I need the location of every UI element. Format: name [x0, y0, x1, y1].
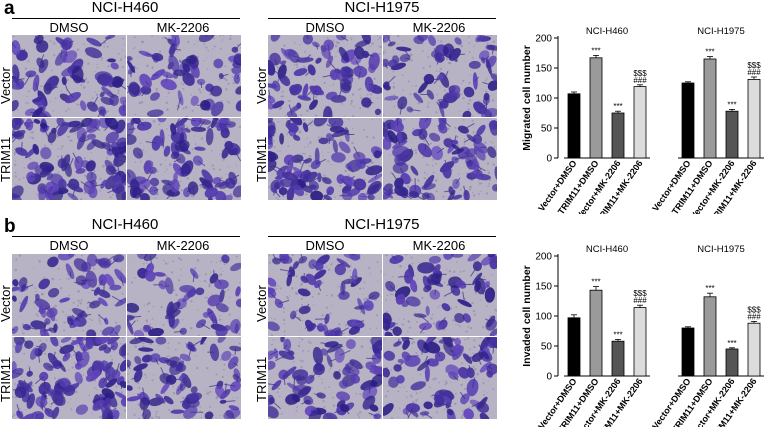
y-tick-label: 100: [535, 312, 552, 323]
group-title: NCI-H460: [586, 244, 628, 255]
significance-mark: ***: [613, 102, 622, 111]
micrograph: [12, 118, 126, 200]
bar: [682, 83, 694, 158]
cell-line-title: NCI-H460: [5, 0, 245, 16]
micrograph: [383, 254, 497, 336]
micrograph: [127, 118, 241, 200]
title-underline: [12, 18, 240, 19]
treatment-label: DMSO: [12, 20, 126, 35]
micrograph: [12, 35, 126, 117]
significance-mark: ***: [727, 339, 736, 348]
bar: [568, 318, 580, 376]
micrograph: [268, 337, 382, 419]
bar: [612, 341, 624, 376]
migration-bar-chart: Migrated cell number 0 50 100 150 200 NCI-H460…: [520, 22, 778, 214]
row-label: Vector: [254, 67, 269, 104]
cell-line-title: NCI-H1975: [262, 0, 502, 16]
bar: [634, 308, 646, 376]
bar: [704, 297, 716, 376]
title-underline: [268, 18, 496, 19]
bar: [590, 290, 602, 376]
significance-mark: ***: [705, 284, 714, 293]
group-title: NCI-H1975: [697, 244, 745, 255]
group-title: NCI-H1975: [697, 26, 745, 37]
significance-mark: ###: [747, 312, 761, 321]
significance-mark: ###: [747, 68, 761, 77]
micrograph: [127, 337, 241, 419]
micrograph: [12, 337, 126, 419]
bar: [748, 323, 760, 376]
y-tick-label: 200: [535, 252, 552, 263]
micrograph: [383, 35, 497, 117]
y-tick-label: 200: [535, 34, 552, 45]
y-tick-label: 100: [535, 94, 552, 105]
y-tick-label: 150: [535, 64, 552, 75]
y-tick-label: 0: [546, 154, 552, 165]
micrograph: [12, 254, 126, 336]
bar: [704, 59, 716, 158]
cell-line-title: NCI-H1975: [262, 216, 502, 233]
micrograph: [383, 337, 497, 419]
bar: [612, 113, 624, 158]
significance-mark: ***: [613, 330, 622, 339]
significance-mark: ***: [591, 46, 600, 55]
title-underline: [268, 236, 496, 237]
row-label: TRIM11: [254, 357, 269, 402]
bar: [634, 87, 646, 158]
micrograph: [268, 35, 382, 117]
bar: [568, 94, 580, 158]
significance-mark: ***: [591, 278, 600, 287]
row-label: Vector: [254, 285, 269, 322]
micrograph: [268, 254, 382, 336]
y-tick-label: 50: [541, 124, 553, 135]
micrograph: [127, 254, 241, 336]
y-tick-label: 0: [546, 372, 552, 383]
y-tick-label: 50: [541, 342, 553, 353]
treatment-label: MK-2206: [126, 238, 240, 253]
row-label: TRIM11: [254, 137, 269, 182]
significance-mark: ###: [633, 76, 647, 85]
treatment-label: MK-2206: [382, 20, 496, 35]
y-axis-label: Migrated cell number: [521, 45, 533, 151]
title-underline: [12, 236, 240, 237]
bar: [682, 328, 694, 376]
cell-line-title: NCI-H460: [5, 216, 245, 233]
micrograph: [383, 118, 497, 200]
bar: [590, 58, 602, 158]
treatment-label: DMSO: [268, 238, 382, 253]
treatment-label: DMSO: [12, 238, 126, 253]
treatment-label: DMSO: [268, 20, 382, 35]
treatment-label: MK-2206: [382, 238, 496, 253]
significance-mark: ***: [705, 48, 714, 57]
bar: [726, 111, 738, 158]
micrograph: [127, 35, 241, 117]
bar: [748, 79, 760, 158]
bar: [726, 349, 738, 376]
treatment-label: MK-2206: [126, 20, 240, 35]
micrograph: [268, 118, 382, 200]
y-axis-label: Invaded cell number: [521, 265, 533, 367]
significance-mark: ###: [633, 296, 647, 305]
significance-mark: ***: [727, 100, 736, 109]
y-tick-label: 150: [535, 282, 552, 293]
group-title: NCI-H460: [586, 26, 628, 37]
